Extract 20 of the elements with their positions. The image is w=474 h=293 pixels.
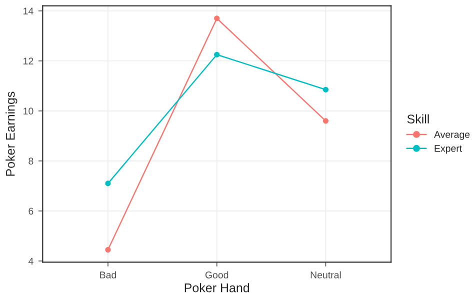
point (214, 52, 220, 58)
x-tick-label: Bad (100, 271, 116, 278)
x-axis-title: Poker Hand (184, 283, 250, 292)
y-axis-title: Poker Earnings (6, 92, 18, 176)
point (322, 86, 329, 92)
point (322, 118, 329, 124)
y-tick-label: 4 (28, 258, 34, 265)
legend-label: Expert (434, 145, 462, 154)
point (105, 180, 111, 186)
y-tick-label: 12 (24, 58, 34, 64)
x-tick-label: Good (205, 271, 228, 278)
legend-title: Skill (407, 114, 429, 124)
x-tick-label: Neutral (310, 271, 341, 278)
y-tick-label: 10 (24, 108, 34, 115)
y-tick-label: 14 (24, 8, 34, 14)
y-tick-label: 6 (28, 208, 34, 215)
legend-label: Average (434, 131, 470, 140)
point (214, 16, 220, 22)
y-tick-label: 8 (28, 158, 34, 165)
point (105, 246, 111, 253)
